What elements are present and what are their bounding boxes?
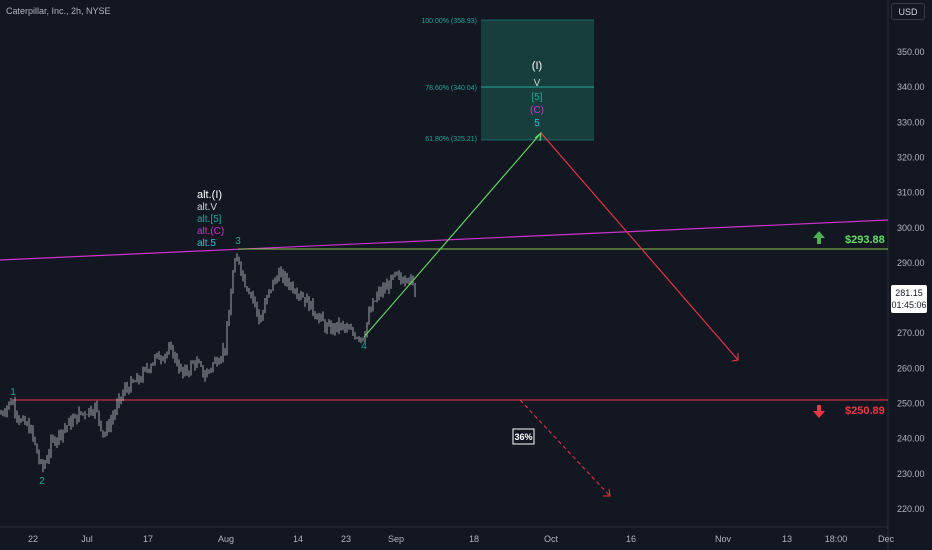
x-tick-label: 23 [341,534,351,544]
wave-top-minor: [5] [531,92,542,103]
y-tick-label: 310.00 [897,188,925,198]
price-series [0,253,416,473]
up-arrow-icon [813,231,825,244]
price-axis[interactable]: 220.00230.00240.00250.00260.00270.00280.… [897,47,925,514]
x-tick-label: 13 [782,534,792,544]
x-tick-label: 16 [626,534,636,544]
wave-label-3: 3 [235,236,241,247]
x-tick-label: Oct [544,534,559,544]
x-tick-label: Dec [878,534,895,544]
wave-label-2: 2 [39,476,45,487]
x-tick-label: 17 [143,534,153,544]
fib-label: 78.60% (340.04) [425,85,477,92]
projection-down-arrowhead [731,353,739,362]
bar-countdown: 01:45:06 [891,300,927,310]
x-tick-label: 18 [469,534,479,544]
x-tick-label: Sep [388,534,404,544]
fib-zone[interactable] [481,20,594,140]
alt-wave-corrective: alt.(C) [197,226,224,237]
y-tick-label: 330.00 [897,117,925,127]
y-tick-label: 250.00 [897,399,925,409]
y-tick-label: 270.00 [897,328,925,338]
alt-projection-arrowhead [603,488,611,497]
currency-button[interactable]: USD [891,3,925,20]
support-label: $250.89 [845,405,885,417]
x-tick-label: Jul [81,534,93,544]
projection-down-line[interactable] [540,132,739,361]
x-tick-label: 14 [293,534,303,544]
wave-top-minute: 5 [534,118,540,129]
fib-label: 61.80% (325.21) [425,136,477,143]
wave-top-intermediate: V [534,78,541,89]
alt-wave-minute: alt.5 [197,238,216,249]
y-tick-label: 300.00 [897,223,925,233]
x-tick-label: Nov [715,534,732,544]
wave-label-1: 1 [10,387,16,398]
y-tick-label: 240.00 [897,434,925,444]
current-price-value: 281.15 [895,288,923,298]
y-tick-label: 320.00 [897,152,925,162]
x-tick-label: 22 [28,534,38,544]
alt-projection-dashed[interactable] [519,399,611,497]
y-tick-label: 290.00 [897,258,925,268]
down-arrow-icon [813,405,825,418]
resistance-label: $293.88 [845,234,885,246]
wave-top-corrective: (C) [530,105,544,116]
alt-wave-primary: alt.(I) [197,189,222,201]
y-tick-label: 230.00 [897,469,925,479]
symbol-title: Caterpillar, Inc., 2h, NYSE [6,6,111,16]
probability-box [512,428,535,445]
y-tick-label: 340.00 [897,82,925,92]
wave-top-primary: (I) [532,60,542,72]
x-tick-label: Aug [218,534,234,544]
wave-label-4: 4 [361,341,367,352]
alt-wave-minor: alt.[5] [197,214,222,225]
time-axis[interactable]: 22 Jul 17 Aug 14 23 Sep 18 Oct 16 Nov 13 18:00 Dec [28,534,895,544]
magenta-trendline[interactable] [0,219,889,261]
projection-up-line[interactable] [363,132,542,338]
y-tick-label: 260.00 [897,363,925,373]
current-price-tag: 281.15 01:45:06 [891,285,927,313]
alt-wave-intermediate: alt.V [197,202,217,213]
fib-label: 100.00% (358.93) [421,18,477,25]
y-tick-label: 220.00 [897,504,925,514]
x-tick-label: 18:00 [825,534,848,544]
probability-label: 36% [514,432,532,442]
y-tick-label: 350.00 [897,47,925,57]
